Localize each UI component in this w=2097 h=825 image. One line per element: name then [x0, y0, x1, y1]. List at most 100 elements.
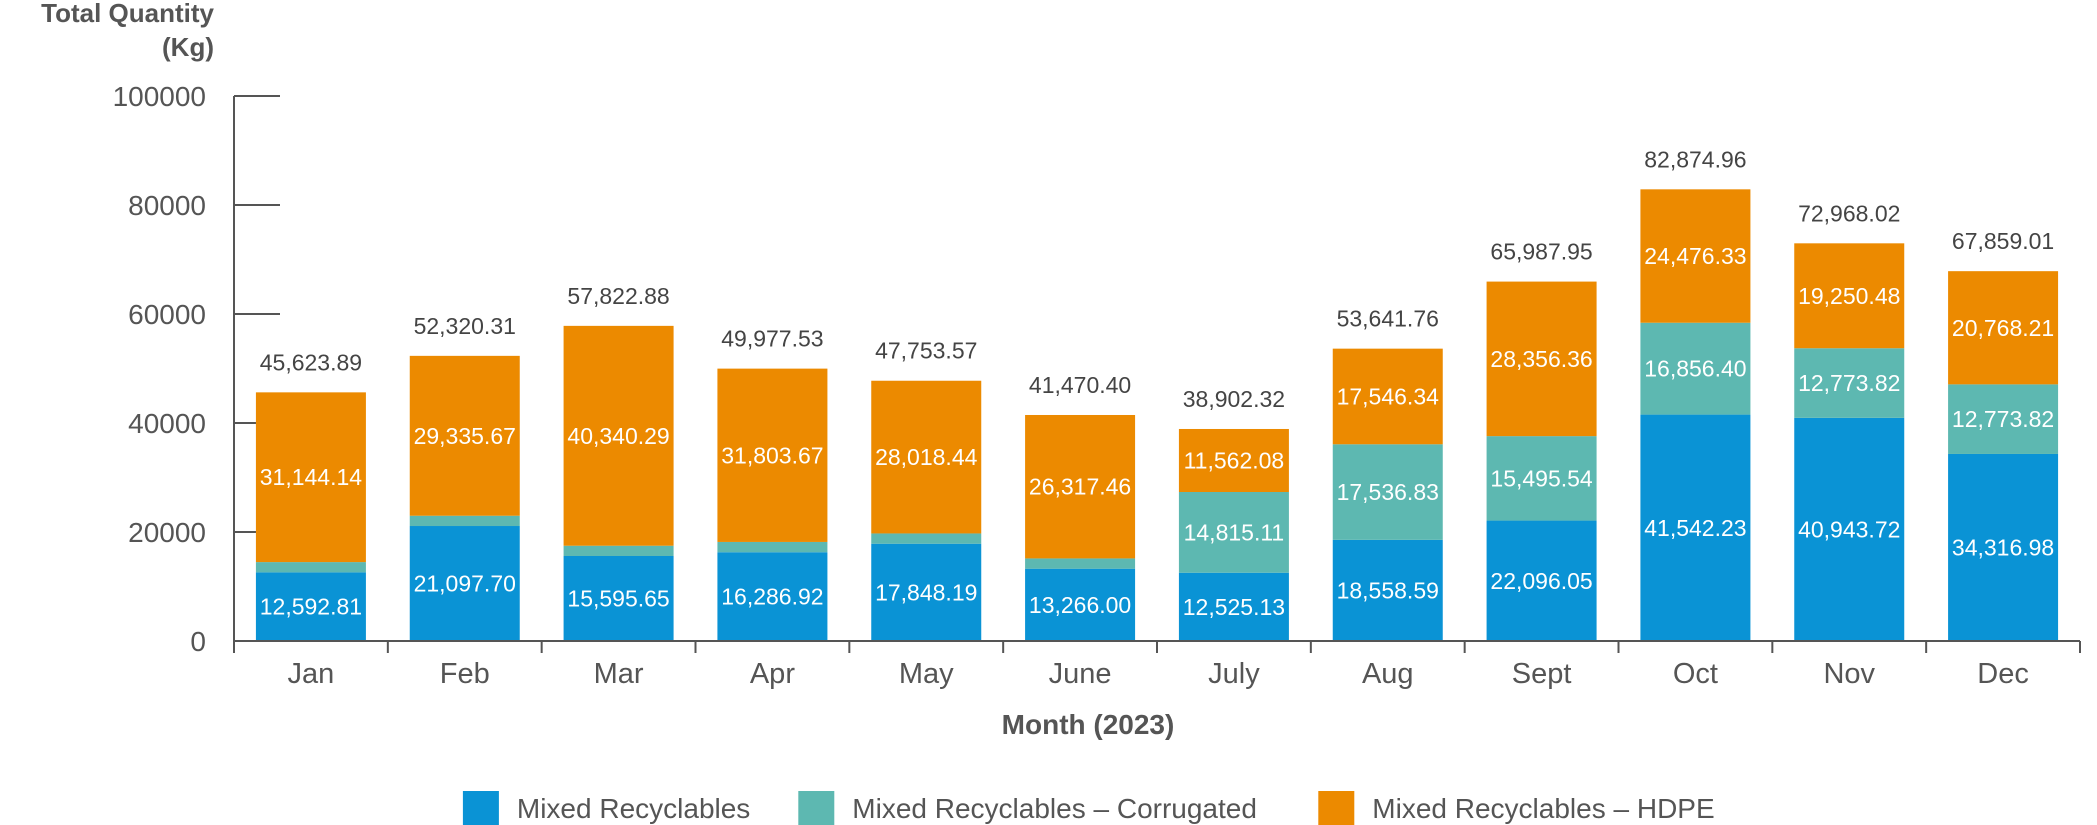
segment-value-label: 17,848.19 [875, 579, 977, 605]
segment-value-label: 15,495.54 [1490, 465, 1593, 491]
bar-segment-mixed [1948, 453, 2059, 641]
x-tick-label: Aug [1362, 658, 1414, 690]
segment-value-label: 12,773.82 [1798, 370, 1900, 396]
bar-total-label: 38,902.32 [1183, 386, 1285, 412]
segment-value-label: 18,558.59 [1337, 577, 1439, 603]
segment-value-label: 40,340.29 [567, 423, 669, 449]
x-tick-label: Nov [1823, 658, 1875, 690]
y-axis-title-line1: Total Quantity [41, 0, 214, 28]
legend-label: Mixed Recyclables – HDPE [1372, 793, 1714, 824]
bar-segment-mixed [1332, 539, 1443, 641]
bar-segment-mixed [1640, 414, 1751, 641]
bar-segment-mixed [255, 572, 366, 641]
x-tick-label: Oct [1673, 658, 1718, 690]
x-tick-label: Dec [1977, 658, 2029, 690]
bar-segment-mixed [871, 543, 982, 641]
bar-segment-corrugated [1794, 348, 1905, 418]
bar-segment-corrugated [1640, 322, 1751, 415]
bar-segment-hdpe [1640, 189, 1751, 323]
bar-total-label: 41,470.40 [1029, 372, 1131, 398]
bar-segment-hdpe [409, 355, 520, 516]
bar-segment-corrugated [1332, 444, 1443, 540]
bar-segment-hdpe [1794, 243, 1905, 349]
bar-segment-hdpe [1025, 414, 1136, 559]
segment-value-label: 12,592.81 [260, 594, 362, 620]
segment-value-label: 24,476.33 [1644, 243, 1746, 269]
x-tick-label: July [1208, 658, 1260, 690]
y-tick-label: 0 [190, 626, 206, 657]
legend-swatch [1318, 791, 1355, 825]
bar-total-label: 65,987.95 [1490, 239, 1592, 265]
segment-value-label: 26,317.46 [1029, 474, 1131, 500]
segment-value-label: 14,815.11 [1184, 519, 1285, 545]
bar-segment-corrugated [717, 541, 828, 553]
y-tick-label: 40000 [128, 408, 206, 439]
bar-segment-hdpe [1948, 271, 2059, 385]
x-tick-label: Mar [594, 658, 644, 690]
bar-segment-corrugated [1025, 558, 1136, 569]
y-axis-title: Total Quantity (Kg) [41, 0, 214, 62]
bar-segment-corrugated [255, 562, 366, 573]
bar-segment-mixed [1178, 572, 1289, 641]
segment-value-label: 19,250.48 [1798, 283, 1900, 309]
segment-value-label: 21,097.70 [414, 571, 516, 597]
bar-total-label: 67,859.01 [1952, 228, 2054, 254]
bar-segment-hdpe [1332, 348, 1443, 445]
bar-segment-corrugated [1178, 491, 1289, 573]
segment-value-label: 15,595.65 [567, 586, 669, 612]
bar-segment-hdpe [255, 392, 366, 563]
segment-value-label: 13,266.00 [1029, 592, 1131, 618]
bar-segment-hdpe [1486, 281, 1597, 437]
segment-value-label: 28,018.44 [875, 444, 978, 470]
bar-segment-corrugated [871, 533, 982, 544]
bar-total-label: 47,753.57 [875, 338, 977, 364]
bar-total-label: 57,822.88 [567, 283, 669, 309]
segment-value-label: 31,803.67 [721, 442, 823, 468]
bar-segment-corrugated [563, 545, 674, 557]
segment-value-label: 17,536.83 [1337, 479, 1439, 505]
bar-segment-corrugated [409, 515, 520, 527]
y-tick-label: 80000 [128, 190, 206, 221]
segment-value-label: 11,562.08 [1184, 447, 1285, 473]
segment-value-label: 40,943.72 [1798, 516, 1900, 542]
x-tick-label: June [1049, 658, 1112, 690]
segment-value-label: 12,525.13 [1183, 594, 1285, 620]
bar-total-label: 72,968.02 [1798, 200, 1900, 226]
segment-value-label: 20,768.21 [1952, 315, 2054, 341]
x-tick-label: Apr [750, 658, 795, 690]
bar-segment-hdpe [871, 380, 982, 534]
segment-value-label: 17,546.34 [1337, 383, 1440, 409]
segment-value-label: 41,542.23 [1644, 515, 1746, 541]
legend: Mixed Recyclables Mixed Recyclables – Cor… [462, 791, 1715, 825]
segment-value-label: 12,773.82 [1952, 406, 2054, 432]
bar-segment-mixed [563, 556, 674, 641]
bar-segment-mixed [409, 526, 520, 641]
x-tick-label: Sept [1512, 658, 1572, 690]
y-axis: 0 20000 40000 60000 80000 100000 [113, 81, 280, 657]
x-axis: Jan Feb Mar Apr May June July Aug Sept Oct Nov Dec [233, 640, 2081, 690]
y-tick-label: 60000 [128, 299, 206, 330]
segment-value-label: 28,356.36 [1490, 346, 1592, 372]
segment-value-label: 29,335.67 [414, 423, 516, 449]
x-tick-label: Feb [440, 658, 490, 690]
segment-value-label: 22,096.05 [1490, 568, 1592, 594]
segment-value-label: 16,286.92 [721, 584, 823, 610]
bar-total-label: 53,641.76 [1337, 306, 1439, 332]
y-tick-label: 20000 [128, 517, 206, 548]
segment-value-label: 34,316.98 [1952, 534, 2054, 560]
legend-swatch [798, 791, 835, 825]
bar-segment-mixed [1025, 568, 1136, 641]
x-tick-label: Jan [288, 658, 335, 690]
y-axis-title-line2: (Kg) [162, 32, 214, 62]
x-axis-title: Month (2023) [1002, 709, 1175, 740]
bar-total-label: 82,874.96 [1644, 146, 1746, 172]
bar-total-label: 45,623.89 [260, 349, 362, 375]
bar-total-label: 49,977.53 [721, 326, 823, 352]
x-tick-label: May [899, 658, 954, 690]
bar-segment-mixed [1794, 417, 1905, 641]
bar-segment-hdpe [1178, 428, 1289, 492]
legend-label: Mixed Recyclables [517, 793, 750, 824]
legend-swatch [462, 791, 499, 825]
bar-segment-hdpe [717, 368, 828, 542]
